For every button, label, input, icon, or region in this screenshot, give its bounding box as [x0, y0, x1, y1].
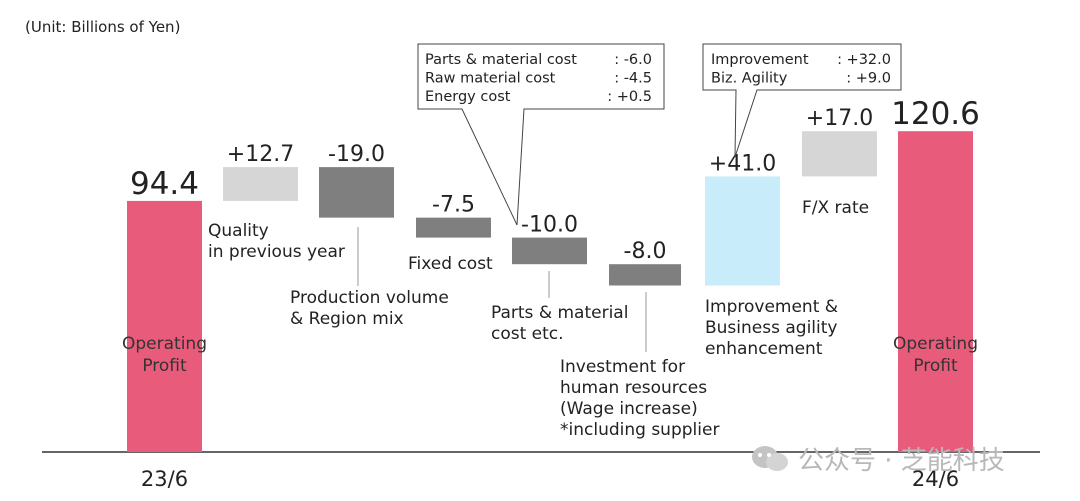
total-inner-label-0-a: Operating — [122, 334, 207, 354]
bar-8 — [898, 131, 973, 453]
callout-0-box — [417, 43, 665, 226]
value-label-4: -10.0 — [521, 213, 578, 238]
bar-label-4-1: cost etc. — [491, 324, 564, 344]
callout-1-row-0-value: : +32.0 — [837, 52, 891, 68]
bar-5 — [609, 264, 681, 286]
total-inner-label-8-a: Operating — [893, 334, 978, 354]
bar-label-6-1: Business agility — [705, 318, 837, 338]
bar-label-7-0: F/X rate — [802, 198, 869, 218]
total-inner-label-8-b: Profit — [913, 356, 958, 376]
callout-1-row-1-value: : +9.0 — [846, 71, 891, 87]
value-label-3: -7.5 — [432, 193, 475, 218]
wechat-icon — [752, 445, 788, 471]
bar-label-5-3: *including supplier — [560, 420, 719, 440]
callout-1-row-1-name: Biz. Agility — [711, 71, 788, 87]
callout-1-row-0-name: Improvement — [711, 52, 809, 68]
bar-1 — [223, 167, 298, 201]
value-label-8: 120.6 — [891, 96, 980, 132]
bar-label-5-1: human resources — [560, 378, 707, 398]
callout-0-row-2-value: : +0.5 — [607, 89, 652, 105]
callout-0-row-0-name: Parts & material cost — [425, 52, 577, 68]
value-label-5: -8.0 — [624, 239, 667, 264]
value-label-0: 94.4 — [130, 166, 199, 202]
total-inner-label-0-b: Profit — [142, 356, 187, 376]
value-label-2: -19.0 — [328, 142, 385, 167]
bar-label-6-0: Improvement & — [705, 297, 838, 317]
bar-label-1-0: Quality — [208, 221, 269, 241]
bar-label-6-2: enhancement — [705, 339, 823, 359]
value-label-7: +17.0 — [806, 106, 873, 131]
bar-3 — [416, 217, 491, 238]
watermark: 公众号 · 芝能科技 — [750, 440, 1005, 477]
callout-0-row-1-value: : -4.5 — [614, 71, 652, 87]
bar-0 — [127, 200, 202, 452]
callout-0-row-0-value: : -6.0 — [614, 52, 652, 68]
callout-0-row-1-name: Raw material cost — [425, 71, 556, 87]
value-label-6: +41.0 — [709, 151, 776, 176]
x-tick-label-0: 23/6 — [141, 467, 188, 491]
bar-2 — [319, 167, 394, 218]
bar-4 — [512, 237, 587, 265]
watermark-text: 公众号 · 芝能科技 — [798, 446, 1005, 476]
callout-1: Improvement : +32.0 Biz. Agility : +9.0 — [702, 43, 902, 158]
x-tick-label-1: 24/6 — [912, 467, 959, 491]
value-label-1: +12.7 — [227, 142, 294, 167]
unit-label: (Unit: Billions of Yen) — [25, 18, 181, 36]
bar-label-5-0: Investment for — [560, 357, 685, 377]
bar-6 — [705, 176, 780, 286]
callout-0: Parts & material cost : -6.0 Raw material … — [417, 43, 665, 226]
callout-1-box — [702, 43, 902, 158]
bar-label-4-0: Parts & material — [491, 303, 628, 323]
bar-label-2-1: & Region mix — [290, 309, 404, 329]
callout-0-row-2-name: Energy cost — [425, 89, 511, 105]
bar-label-1-1: in previous year — [208, 242, 345, 262]
bar-label-3-0: Fixed cost — [408, 254, 493, 274]
bar-7 — [802, 131, 877, 177]
bar-label-5-2: (Wage increase) — [560, 399, 698, 419]
bar-label-2-0: Production volume — [290, 288, 449, 308]
